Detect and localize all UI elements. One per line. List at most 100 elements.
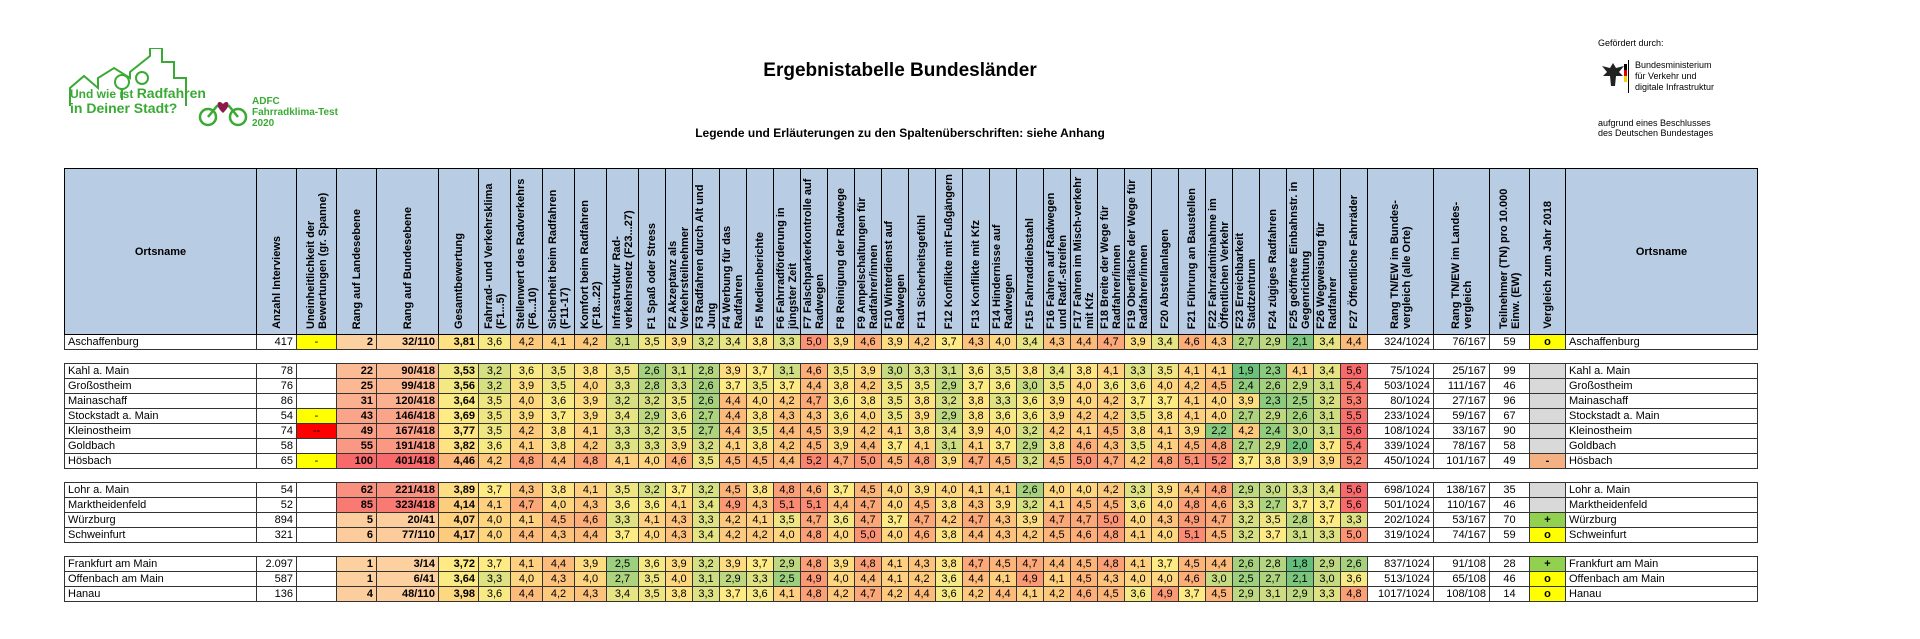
score-cell: 3,6 [746,586,774,602]
score-cell: 2,6 [1286,408,1314,424]
table-row: Kahl a. Main 78 22 90/418 3,53 3,2 3,6 3,5 3,8 3,… [64,363,1758,379]
score-cell: 3,9 [719,556,747,572]
score-cell: 4,0 [1205,408,1233,424]
overall-score-cell: 3,98 [438,586,479,602]
score-cell: 3,8 [908,423,936,439]
score-cell: 2,0 [1286,438,1314,454]
score-cell: 4,3 [510,482,543,498]
score-cell: 4,3 [542,571,575,587]
trend-cell [1529,408,1566,424]
column-header: F24 zügiges Radfahren [1259,168,1287,335]
score-cell: 3,8 [1124,423,1152,439]
score-cell: 2,6 [1340,556,1368,572]
score-cell: 3,9 [574,393,607,409]
score-cell: 3,3 [606,512,639,528]
trend-cell: + [1529,556,1566,572]
score-cell: 3,4 [1016,334,1044,350]
score-cell: 4,2 [1097,408,1125,424]
tn-per-10000-cell: 96 [1489,393,1530,409]
trend-cell [1529,438,1566,454]
column-header: Rang TN/EW im Bundes-vergleich (alle Ort… [1367,168,1434,335]
logo-slogan-line1: Und wie ist [70,87,134,101]
interviews-cell: 86 [256,393,297,409]
score-cell: 4,5 [800,423,828,439]
score-cell: 3,2 [638,423,666,439]
tn-per-10000-cell: 99 [1489,363,1530,379]
rank-tn-federal-cell: 319/1024 [1367,527,1434,543]
score-cell: 3,5 [881,393,909,409]
score-cell: 2,9 [1232,482,1260,498]
score-cell: 4,6 [800,363,828,379]
score-cell: 3,9 [1313,453,1341,469]
score-cell: 2,9 [1313,556,1341,572]
score-cell: 2,9 [773,556,801,572]
score-cell: 4,5 [989,556,1017,572]
rank-tn-state-cell: 74/167 [1433,527,1490,543]
score-cell: 3,2 [606,393,639,409]
score-cell: 4,0 [638,453,666,469]
score-cell: 4,0 [1070,482,1098,498]
score-cell: 3,9 [881,334,909,350]
score-cell: 4,0 [510,571,543,587]
score-cell: 3,7 [719,378,747,394]
score-cell: 3,7 [827,482,855,498]
rank-state-cell: 5 [336,512,377,528]
score-cell: 3,4 [719,334,747,350]
score-cell: 4,3 [1151,512,1179,528]
rank-tn-state-cell: 27/167 [1433,393,1490,409]
score-cell: 3,6 [827,408,855,424]
score-cell: 4,2 [1043,586,1071,602]
score-cell: 3,9 [510,378,543,394]
score-cell: 4,1 [1286,363,1314,379]
column-header: F14 Hindernisse auf Radwegen [989,168,1017,335]
score-cell: 3,9 [827,423,855,439]
score-cell: 4,4 [542,453,575,469]
score-cell: 3,7 [773,378,801,394]
score-cell: 3,4 [1043,363,1071,379]
score-cell: 4,0 [574,378,607,394]
score-cell: 3,1 [935,363,963,379]
column-header: Ortsname [1565,168,1758,335]
score-cell: 3,9 [854,363,882,379]
score-cell: 4,1 [1151,438,1179,454]
score-cell: 4,7 [800,393,828,409]
score-cell: 5,1 [1178,527,1206,543]
score-cell: 4,0 [1043,482,1071,498]
table-row: Hösbach 65-100 401/418 4,46 4,2 4,8 4,4 4,8 4,1 4… [64,453,1758,469]
score-cell: 1,8 [1286,556,1314,572]
score-cell: 4,2 [773,393,801,409]
score-cell: 5,6 [1340,363,1368,379]
score-cell: 3,9 [1043,408,1071,424]
column-header: F20 Abstellanlagen [1151,168,1179,335]
score-cell: 4,1 [510,438,543,454]
score-cell: 4,3 [542,527,575,543]
score-cell: 3,7 [1151,556,1179,572]
score-cell: 3,4 [606,408,639,424]
overall-score-cell: 3,77 [438,423,479,439]
score-cell: 5,1 [800,497,828,513]
score-cell: 3,5 [773,512,801,528]
rank-federal-cell: 167/418 [376,423,439,439]
rank-tn-state-cell: 101/167 [1433,453,1490,469]
score-cell: 2,8 [1286,512,1314,528]
score-cell: 3,8 [1259,453,1287,469]
city-name-cell: Großostheim [64,378,257,394]
city-name-cell-right: Stockstadt a. Main [1565,408,1758,424]
score-cell: 3,6 [1124,497,1152,513]
score-cell: 4,7 [962,453,990,469]
rank-federal-cell: 6/41 [376,571,439,587]
score-cell: 3,9 [574,556,607,572]
score-cell: 4,1 [1124,527,1152,543]
group-spacer [65,543,1758,557]
rank-tn-state-cell: 53/167 [1433,512,1490,528]
tn-per-10000-cell: 70 [1489,512,1530,528]
score-cell: 4,2 [1124,453,1152,469]
column-header: F7 Falschparkerkontrolle auf Radwegen [800,168,828,335]
score-cell: 3,5 [606,482,639,498]
score-cell: 4,6 [1070,586,1098,602]
score-cell: 4,0 [881,482,909,498]
score-cell: 3,3 [692,512,720,528]
score-cell: 4,1 [1178,408,1206,424]
score-cell: 3,4 [692,527,720,543]
score-cell: 3,1 [1286,527,1314,543]
